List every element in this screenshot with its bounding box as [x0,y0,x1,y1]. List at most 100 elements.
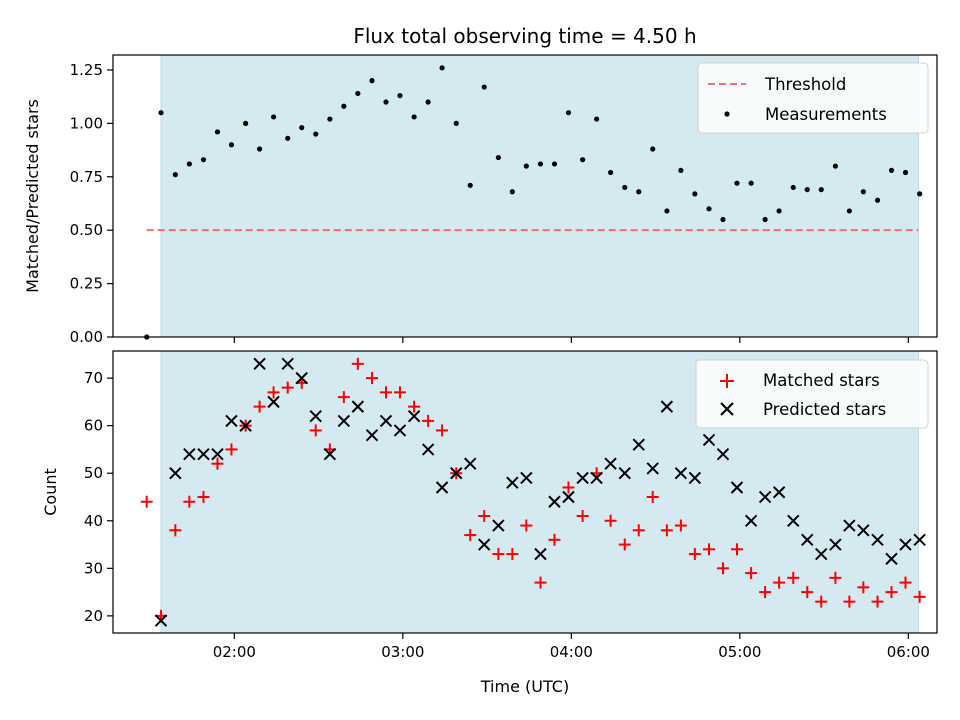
x-axis-label: Time (UTC) [480,677,569,696]
matched-star-point [871,595,884,608]
predicted-star-point [365,428,379,442]
ratio-x-ticks [233,337,909,343]
predicted-star-point [913,533,926,546]
ratio-y-ticks: 0.00 0.25 0.50 0.75 1.00 1.25 [70,61,113,346]
measurement-point [495,154,501,161]
predicted-star-point [169,467,182,480]
y-tick-label: 0.00 [70,328,103,346]
matched-star-point [169,524,182,537]
measurement-point [257,146,263,152]
y-tick-label: 20 [84,607,103,625]
matched-star-point [309,424,322,437]
count-y-ticks: 20 30 40 50 60 70 [84,369,113,625]
predicted-star-point [590,471,603,485]
matched-star-point [478,510,491,523]
predicted-star-point [618,467,631,480]
predicted-star-point [253,357,266,371]
matched-star-point [140,495,153,508]
matched-star-point [646,490,659,503]
measurement-point [327,116,333,122]
matched-star-point [534,576,547,589]
matched-star-point [716,562,729,575]
measurement-point [453,120,459,126]
measurement-point [860,189,866,195]
predicted-star-point [281,357,294,371]
predicted-star-point [478,538,491,551]
matched-star-point [506,548,519,561]
predicted-star-point [154,614,168,627]
count-legend-box [695,359,929,429]
y-tick-label: 70 [84,369,103,387]
matched-star-point [492,548,505,561]
matched-star-point [829,571,842,584]
predicted-star-point [562,490,575,504]
legend-predicted-swatch [720,402,734,416]
matched-star-point [576,510,589,523]
measurement-point [228,142,235,148]
measurement-point [888,167,895,173]
predicted-star-point [239,419,252,432]
matched-star-point [787,571,800,584]
measurement-point [608,169,614,176]
predicted-star-point [674,467,688,480]
matched-star-point [183,495,196,508]
predicted-star-point [351,400,365,413]
matched-star-point [703,543,716,556]
matched-star-point [632,524,645,537]
predicted-star-point [871,533,884,546]
measurement-point [804,186,810,193]
matched-star-point [885,586,898,599]
ratio-panel-frame [112,54,938,338]
y-tick-label: 60 [84,417,103,435]
predicted-star-point [225,414,238,428]
predicted-stars-points [154,357,926,627]
predicted-star-point [337,414,351,428]
predicted-star-point [464,457,477,470]
measurement-point [509,189,515,195]
measurement-point [313,131,319,137]
measurement-point [917,191,923,197]
matched-star-point [365,372,378,385]
x-tick-label: 02:00 [213,643,256,661]
predicted-star-point [379,414,393,428]
measurement-point [594,116,600,122]
measurement-point [172,172,178,178]
ratio-legend-box [697,62,929,134]
predicted-star-point [267,395,280,409]
measurement-point [636,189,642,195]
y-tick-label: 1.00 [70,114,103,132]
matched-star-point [815,595,828,608]
matched-star-point [745,567,758,580]
y-tick-label: 30 [84,559,103,577]
measurement-point [341,103,347,109]
predicted-star-point [435,481,449,494]
matched-star-point [337,391,350,404]
y-tick-label: 0.25 [70,275,103,293]
measurement-point [200,157,207,163]
measurement-point [369,78,375,84]
matched-star-point [618,538,631,551]
predicted-star-point [758,490,772,504]
predicted-star-point [772,486,786,499]
measurement-point [790,184,796,191]
predicted-star-point [604,457,617,470]
matched-star-point [688,548,701,561]
x-tick-label: 05:00 [718,643,761,661]
predicted-star-point [576,471,589,485]
predicted-star-point [843,519,856,532]
measurement-point [523,163,529,169]
measurement-point [706,206,712,212]
predicted-star-point [295,371,308,385]
measurement-point [243,120,249,126]
matched-star-point [267,386,280,399]
matched-star-point [253,400,266,413]
y-tick-label: 50 [84,464,103,482]
matched-star-point [197,490,210,503]
predicted-star-point [211,447,224,461]
legend-predicted-label: Predicted stars [763,400,886,419]
count-panel-frame [112,350,938,634]
x-tick-label: 06:00 [887,643,930,661]
predicted-star-point [787,514,800,527]
predicted-star-point [801,533,814,546]
